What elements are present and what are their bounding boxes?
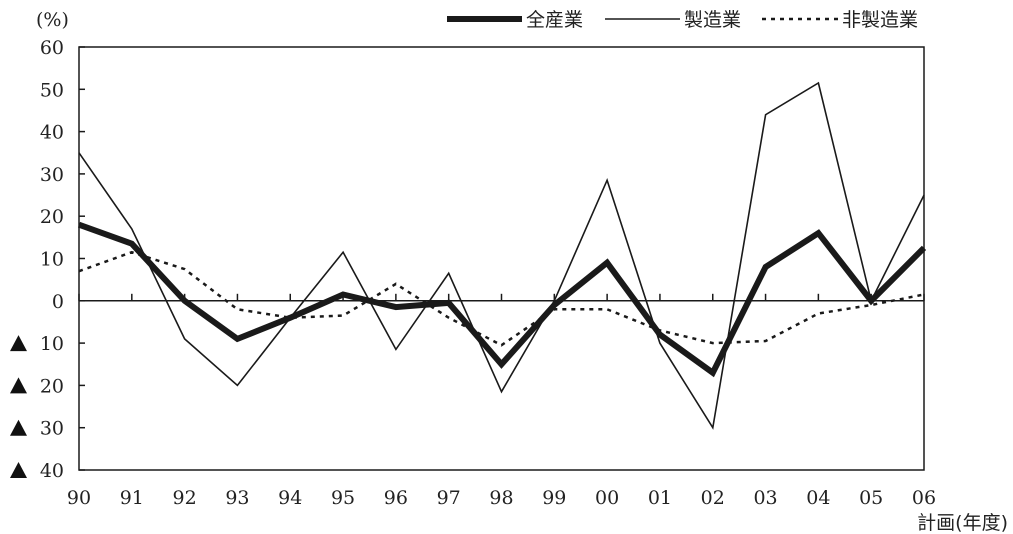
x-tick-label: 95 — [331, 487, 355, 509]
series-line-manufacturing — [78, 81, 925, 430]
series-line-all-industries — [77, 221, 927, 378]
x-tick-label: 92 — [173, 487, 197, 509]
y-tick-label: 60 — [40, 37, 64, 59]
x-tick-label: 01 — [648, 487, 672, 509]
series-line-non-manufacturing — [78, 250, 925, 347]
negative-triangle-icon — [10, 377, 27, 394]
x-tick-label: 98 — [489, 487, 513, 509]
x-tick-label: 04 — [806, 487, 830, 509]
y-tick-label: 0 — [52, 291, 64, 313]
x-tick-label: 06 — [912, 487, 936, 509]
legend-label-all-industries: 全産業 — [526, 9, 583, 31]
y-tick-label: 30 — [40, 164, 64, 186]
x-tick-label: 96 — [384, 487, 408, 509]
x-tick-label: 00 — [595, 487, 619, 509]
y-tick-label: 10 — [40, 333, 64, 355]
y-tick-label: 40 — [40, 122, 64, 144]
x-tick-label: 99 — [542, 487, 566, 509]
legend-label-non-manufacturing: 非製造業 — [842, 9, 918, 31]
x-axis-note: 計画(年度) — [917, 512, 1008, 534]
negative-triangle-icon — [10, 462, 27, 478]
x-tick-label: 02 — [701, 487, 725, 509]
y-tick-label: 30 — [40, 418, 64, 440]
x-tick-label: 03 — [753, 487, 777, 509]
x-tick-label: 91 — [120, 487, 144, 509]
negative-triangle-icon — [10, 335, 27, 352]
series-layer — [77, 81, 927, 430]
plot-frame — [78, 46, 925, 471]
x-tick-label: 97 — [437, 487, 461, 509]
y-tick-label: 40 — [40, 460, 64, 482]
x-tick-label: 94 — [278, 487, 302, 509]
y-axis: 60 50 40 30 20 10 0 10 20 30 40 — [10, 37, 85, 482]
x-tick-label: 90 — [67, 487, 91, 509]
legend: 全産業 製造業 非製造業 — [447, 9, 918, 31]
y-tick-label: 20 — [40, 375, 64, 397]
y-tick-label: 20 — [40, 206, 64, 228]
x-axis: 90 91 92 93 94 95 96 97 98 99 00 01 02 03 04 05 06 — [67, 293, 936, 509]
x-tick-label: 93 — [225, 487, 249, 509]
legend-label-manufacturing: 製造業 — [684, 9, 741, 31]
negative-triangle-icon — [10, 419, 27, 436]
y-unit-label: (%) — [36, 9, 69, 31]
y-tick-label: 10 — [40, 249, 64, 271]
y-tick-label: 50 — [40, 79, 64, 101]
x-tick-label: 05 — [859, 487, 883, 509]
